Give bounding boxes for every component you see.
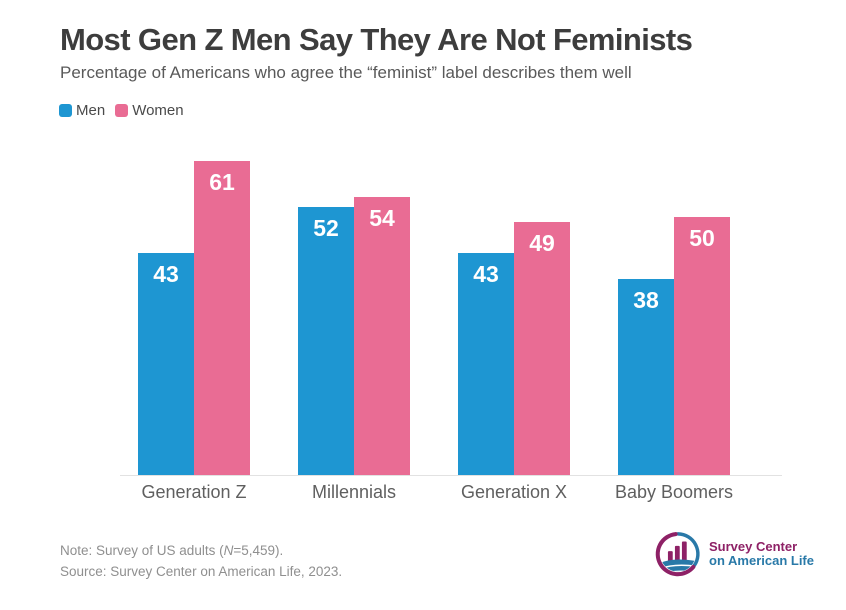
survey-center-logo-icon xyxy=(655,532,700,577)
bar-women-generation-x: 49 xyxy=(514,222,570,475)
bar-women-millennials: 54 xyxy=(354,197,410,475)
bar-value-label: 52 xyxy=(313,215,339,241)
bar-value-label: 49 xyxy=(529,230,555,256)
note-line: Note: Survey of US adults (N=5,459). xyxy=(60,543,284,558)
brand-logo-text: Survey Center on American Life xyxy=(709,540,814,568)
legend-label-men: Men xyxy=(76,102,106,119)
legend-swatch-women-icon xyxy=(115,104,129,117)
brand-line-1: Survey Center xyxy=(709,539,798,554)
category-label: Generation X xyxy=(460,482,568,502)
chart-legend: Men Women xyxy=(59,102,184,119)
bar-value-label: 61 xyxy=(209,169,235,195)
footer-notes: Note: Survey of US adults (N=5,459). Sou… xyxy=(60,540,342,582)
bar-value-label: 43 xyxy=(473,261,499,287)
category-label: Baby Boomers xyxy=(614,482,734,502)
bar-men-millennials: 52 xyxy=(298,207,354,475)
legend-item-women: Women xyxy=(115,102,184,119)
category-label: Millennials xyxy=(311,482,397,502)
brand-logo: Survey Center on American Life xyxy=(655,531,814,577)
source-line: Source: Survey Center on American Life, … xyxy=(60,564,343,579)
bar-value-label: 50 xyxy=(689,225,715,251)
legend-label-women: Women xyxy=(132,102,184,119)
bar-men-generation-x: 43 xyxy=(458,253,514,475)
legend-swatch-men-icon xyxy=(59,104,72,117)
bar-women-generation-z: 61 xyxy=(194,161,250,475)
category-label: Generation Z xyxy=(141,482,247,502)
bar-value-label: 43 xyxy=(153,261,179,287)
bar-women-baby-boomers: 50 xyxy=(674,217,730,475)
page-subtitle: Percentage of Americans who agree the “f… xyxy=(60,63,632,82)
brand-line-2: on American Life xyxy=(709,553,814,568)
legend-item-men: Men xyxy=(59,102,105,119)
bar-value-label: 38 xyxy=(633,287,659,313)
bar-value-label: 54 xyxy=(369,205,395,231)
bar-men-generation-z: 43 xyxy=(138,253,194,475)
bar-men-baby-boomers: 38 xyxy=(618,279,674,475)
page-title: Most Gen Z Men Say They Are Not Feminist… xyxy=(60,22,693,57)
x-axis-line xyxy=(120,475,782,476)
